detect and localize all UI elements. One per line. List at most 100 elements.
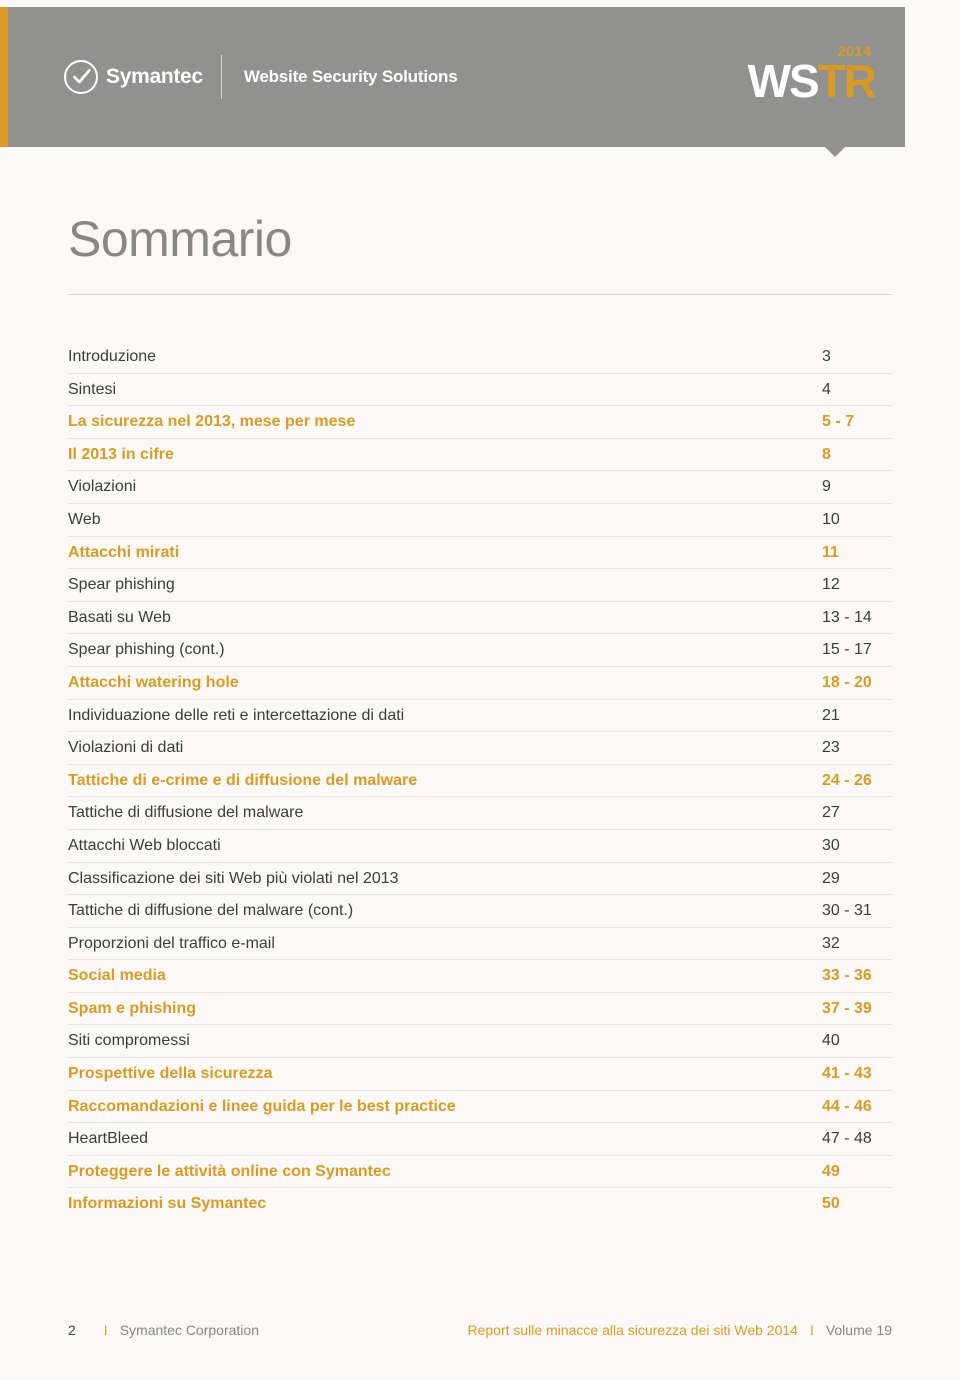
header-subtitle: Website Security Solutions [244, 67, 458, 87]
toc-page: 12 [812, 574, 892, 596]
toc-page: 44 - 46 [812, 1096, 892, 1118]
toc-row: Il 2013 in cifre 8 [68, 439, 892, 472]
wstr-tr: TR [818, 55, 875, 107]
toc-label: Raccomandazioni e linee guida per le bes… [68, 1096, 456, 1118]
toc-page: 29 [812, 868, 892, 890]
toc-page: 21 [812, 705, 892, 727]
toc-row: Attacchi watering hole 18 - 20 [68, 667, 892, 700]
toc-label: Sintesi [68, 379, 116, 401]
page: Symantec Website Security Solutions 2014… [0, 0, 960, 1380]
toc-row: Basati su Web13 - 14 [68, 602, 892, 635]
toc-page: 10 [812, 509, 892, 531]
toc-row: Tattiche di diffusione del malware 27 [68, 797, 892, 830]
toc-label: Violazioni [68, 476, 136, 498]
toc-page: 23 [812, 737, 892, 759]
footer-separator: I [810, 1322, 814, 1338]
toc-row: Web 10 [68, 504, 892, 537]
toc-row: Spear phishing (cont.) 15 - 17 [68, 634, 892, 667]
toc-label: Informazioni su Symantec [68, 1193, 266, 1215]
toc-page: 18 - 20 [812, 672, 892, 694]
toc-label: HeartBleed [68, 1128, 148, 1150]
toc-label: Tattiche di e-crime e di diffusione del … [68, 770, 417, 792]
toc-row: Tattiche di diffusione del malware (cont… [68, 895, 892, 928]
toc-page: 41 - 43 [812, 1063, 892, 1085]
toc-label: Web [68, 509, 101, 531]
toc-label: Spam e phishing [68, 998, 196, 1020]
toc-page: 8 [812, 444, 892, 466]
toc-page: 15 - 17 [812, 639, 892, 661]
symantec-logo: Symantec [64, 60, 203, 94]
footer-volume: Volume 19 [826, 1322, 892, 1338]
toc-row: Raccomandazioni e linee guida per le bes… [68, 1091, 892, 1124]
toc-page: 11 [812, 542, 892, 564]
toc-label: La sicurezza nel 2013, mese per mese [68, 411, 355, 433]
toc-row: Violazioni 9 [68, 471, 892, 504]
header: Symantec Website Security Solutions 2014… [8, 7, 905, 147]
toc-row: Spam e phishing 37 - 39 [68, 993, 892, 1026]
toc-label: Siti compromessi [68, 1030, 190, 1052]
toc-label: Basati su Web [68, 607, 171, 629]
toc-page: 30 - 31 [812, 900, 892, 922]
toc-label: Proteggere le attività online con Symant… [68, 1161, 391, 1183]
toc-row: La sicurezza nel 2013, mese per mese 5 - … [68, 406, 892, 439]
toc-page: 33 - 36 [812, 965, 892, 987]
toc-row: Individuazione delle reti e intercettazi… [68, 700, 892, 733]
toc-row: Spear phishing 12 [68, 569, 892, 602]
toc-row: Siti compromessi 40 [68, 1025, 892, 1058]
header-accent-bar [0, 7, 8, 147]
toc-label: Tattiche di diffusione del malware [68, 802, 303, 824]
toc-label: Spear phishing [68, 574, 175, 596]
toc-label: Violazioni di dati [68, 737, 183, 759]
toc-row: Proteggere le attività online con Symant… [68, 1156, 892, 1189]
toc-label: Classificazione dei siti Web più violati… [68, 868, 399, 890]
toc-row: Informazioni su Symantec 50 [68, 1188, 892, 1220]
toc-label: Tattiche di diffusione del malware (cont… [68, 900, 353, 922]
footer: 2 I Symantec Corporation Report sulle mi… [68, 1322, 892, 1338]
toc-page: 37 - 39 [812, 998, 892, 1020]
toc-row: Social media 33 - 36 [68, 960, 892, 993]
toc-label: Social media [68, 965, 166, 987]
footer-report-title: Report sulle minacce alla sicurezza dei … [467, 1322, 797, 1338]
footer-right: Report sulle minacce alla sicurezza dei … [467, 1322, 892, 1338]
toc-page: 4 [812, 379, 892, 401]
toc-label: Attacchi watering hole [68, 672, 239, 694]
toc-row: Tattiche di e-crime e di diffusione del … [68, 765, 892, 798]
page-title: Sommario [68, 210, 892, 295]
toc-page: 40 [812, 1030, 892, 1052]
footer-separator: I [104, 1322, 108, 1338]
header-divider [221, 55, 222, 99]
brand-name: Symantec [106, 65, 203, 89]
toc-page: 5 - 7 [812, 411, 892, 433]
toc-row: Proporzioni del traffico e-mail 32 [68, 928, 892, 961]
toc-label: Attacchi mirati [68, 542, 179, 564]
toc-label: Attacchi Web bloccati [68, 835, 221, 857]
toc-label: Proporzioni del traffico e-mail [68, 933, 275, 955]
toc-row: Sintesi 4 [68, 374, 892, 407]
toc-row: Prospettive della sicurezza 41 - 43 [68, 1058, 892, 1091]
toc-label: Spear phishing (cont.) [68, 639, 225, 661]
toc-page: 9 [812, 476, 892, 498]
toc-page: 47 - 48 [812, 1128, 892, 1150]
toc-row: Attacchi mirati 11 [68, 537, 892, 570]
toc-row: Classificazione dei siti Web più violati… [68, 863, 892, 896]
logo-area: Symantec Website Security Solutions [64, 55, 457, 99]
wstr-ws: WS [748, 55, 818, 107]
toc-row: HeartBleed 47 - 48 [68, 1123, 892, 1156]
toc-label: Introduzione [68, 346, 156, 368]
toc-row: Attacchi Web bloccati 30 [68, 830, 892, 863]
toc-label: Il 2013 in cifre [68, 444, 174, 466]
check-circle-icon [64, 60, 98, 94]
content: Sommario Introduzione3 Sintesi 4 La sicurez… [68, 210, 892, 1220]
toc-page: 49 [812, 1161, 892, 1183]
toc-page: 27 [812, 802, 892, 824]
header-arrow-icon [825, 147, 845, 157]
table-of-contents: Introduzione3 Sintesi 4 La sicurezza nel 20… [68, 341, 892, 1220]
toc-page: 32 [812, 933, 892, 955]
toc-row: Violazioni di dati 23 [68, 732, 892, 765]
wstr-mark: WSTR [748, 58, 875, 104]
toc-label: Individuazione delle reti e intercettazi… [68, 705, 404, 727]
toc-page: 50 [812, 1193, 892, 1215]
toc-row: Introduzione3 [68, 341, 892, 374]
toc-label: Prospettive della sicurezza [68, 1063, 273, 1085]
toc-page: 30 [812, 835, 892, 857]
